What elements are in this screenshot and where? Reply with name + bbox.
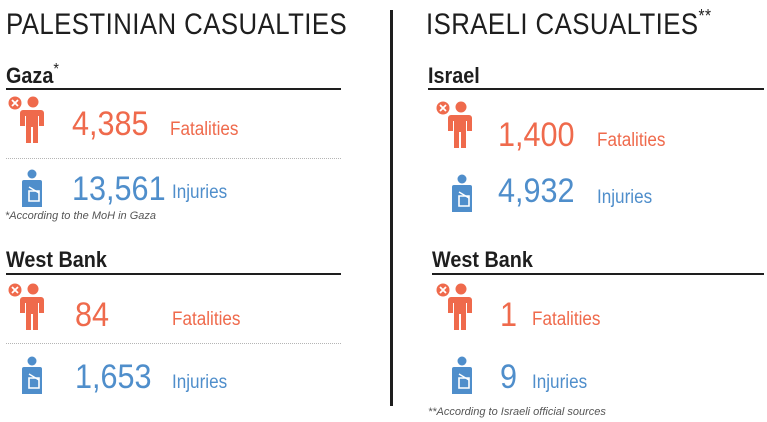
fatality-person-icon [8, 283, 44, 330]
israel-fatalities-label: Fatalities [597, 130, 666, 151]
stat-row-gaza-fatalities: 4,385 Fatalities [0, 95, 345, 145]
stat-row-west-bank-israeli-fatalities: 1 Fatalities [420, 282, 766, 334]
gaza-fatalities-value: 4,385 [72, 105, 149, 143]
israel-injuries-label: Injuries [597, 187, 653, 208]
dotted-divider [6, 343, 341, 344]
israel-injuries-value: 4,932 [498, 172, 575, 210]
west-bank-israeli-injuries-value: 9 [500, 358, 518, 396]
injury-person-icon [22, 356, 42, 394]
israeli-footnote: **According to Israeli official sources [428, 406, 606, 418]
israel-fatalities-value: 1,400 [498, 116, 575, 154]
injury-person-icon [22, 169, 42, 207]
israeli-casualties-title: ISRAELI CASUALTIES** [426, 6, 712, 41]
region-rule-israel [428, 88, 764, 90]
stat-row-west-bank-israeli-injuries: 9 Injuries [420, 352, 766, 402]
gaza-injuries-value: 13,561 [72, 170, 166, 208]
fatality-person-icon [8, 96, 44, 143]
west-bank-palestinian-fatalities-label: Fatalities [172, 309, 241, 330]
stat-row-israel-injuries: 4,932 Injuries [420, 170, 766, 220]
west-bank-palestinian-injuries-label: Injuries [172, 372, 228, 393]
stat-row-west-bank-palestinian-fatalities: 84 Fatalities [0, 282, 345, 334]
injury-person-icon [452, 356, 472, 394]
region-rule-west-bank-palestinian [6, 273, 341, 275]
dotted-divider [6, 158, 341, 159]
region-rule-gaza [6, 88, 341, 90]
palestinian-casualties-title: PALESTINIAN CASUALTIES [6, 8, 348, 41]
west-bank-israeli-injuries-label: Injuries [532, 372, 588, 393]
fatality-person-icon [436, 101, 472, 148]
region-title-gaza: Gaza* [6, 61, 59, 88]
region-title-israel: Israel [428, 63, 480, 88]
stat-row-gaza-injuries: 13,561 Injuries [0, 165, 345, 215]
region-title-west-bank-israeli: West Bank [432, 247, 533, 272]
region-rule-west-bank-israeli [432, 273, 764, 275]
gaza-footnote: *According to the MoH in Gaza [5, 210, 157, 222]
column-divider [390, 10, 393, 406]
region-title-west-bank-palestinian: West Bank [6, 247, 107, 272]
west-bank-palestinian-fatalities-value: 84 [75, 296, 110, 334]
gaza-fatalities-label: Fatalities [170, 119, 239, 140]
fatality-person-icon [436, 283, 472, 330]
gaza-injuries-label: Injuries [172, 182, 228, 203]
west-bank-israeli-fatalities-label: Fatalities [532, 309, 601, 330]
west-bank-israeli-fatalities-value: 1 [500, 296, 518, 334]
west-bank-palestinian-injuries-value: 1,653 [75, 358, 152, 396]
injury-person-icon [452, 174, 472, 212]
stat-row-israel-fatalities: 1,400 Fatalities [420, 100, 766, 154]
stat-row-west-bank-palestinian-injuries: 1,653 Injuries [0, 352, 345, 402]
